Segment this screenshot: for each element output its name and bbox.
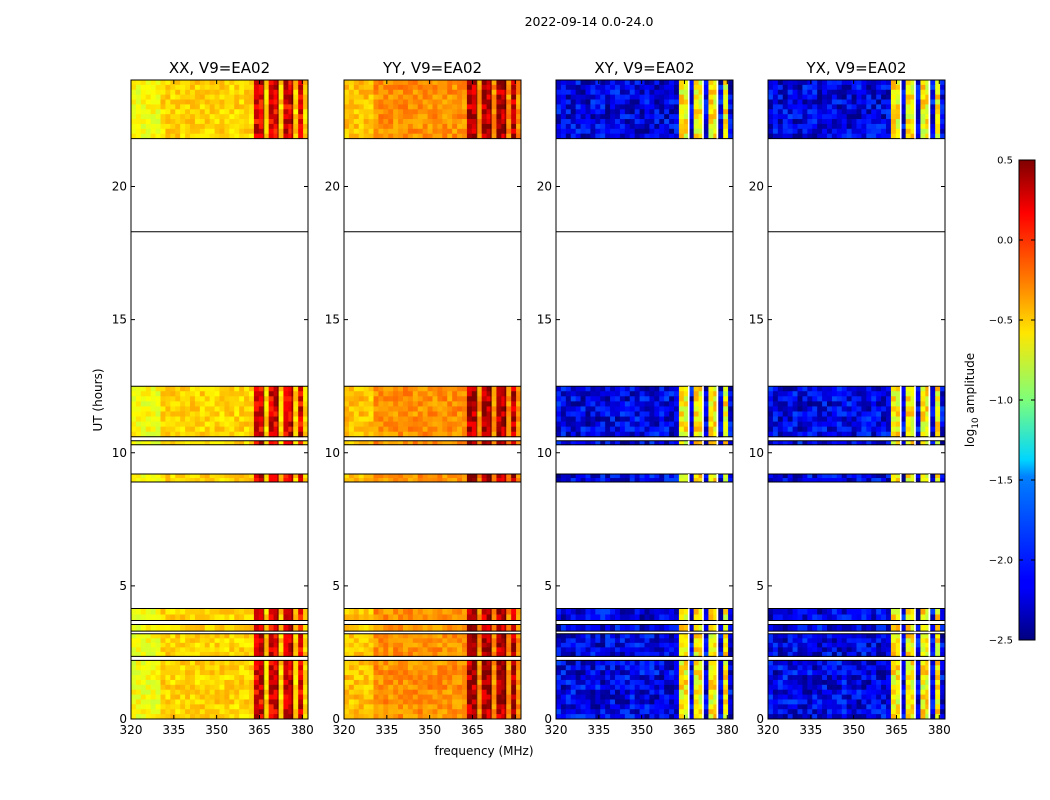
- colorbar-tick-label: 0.0: [997, 236, 1013, 247]
- x-tick-label: 320: [120, 723, 143, 737]
- x-tick-label: 335: [587, 723, 610, 737]
- heatmap-image: [344, 80, 521, 719]
- x-tick-label: 350: [205, 723, 228, 737]
- x-tick-label: 320: [333, 723, 356, 737]
- colorbar-tick-label: −1.0: [989, 396, 1013, 407]
- x-tick-label: 320: [545, 723, 568, 737]
- panel-title: YY, V9=EA02: [382, 59, 482, 77]
- y-tick-label: 0: [119, 712, 127, 726]
- x-tick-label: 365: [248, 723, 271, 737]
- axes-frame: [130, 79, 309, 720]
- y-tick-label: 10: [112, 446, 127, 460]
- panel-title: XY, V9=EA02: [594, 59, 694, 77]
- colorbar-tick-label: −2.0: [989, 556, 1013, 567]
- y-tick-label: 0: [332, 712, 340, 726]
- axes-frame: [555, 79, 734, 720]
- y-tick-label: 20: [112, 180, 127, 194]
- x-tick-label: 380: [716, 723, 739, 737]
- panel-xy: 320 335 350 365 380 0 5 10 15 20 XY, V9=EA02: [537, 59, 739, 737]
- y-tick-label: 5: [756, 579, 764, 593]
- x-tick-label: 365: [461, 723, 484, 737]
- x-tick-label: 335: [162, 723, 185, 737]
- y-tick-label: 20: [749, 180, 764, 194]
- colorbar-label: log10 amplitude: [963, 353, 981, 447]
- x-tick-label: 365: [885, 723, 908, 737]
- y-tick-label: 20: [325, 180, 340, 194]
- axes-frame: [343, 79, 522, 720]
- x-tick-label: 335: [799, 723, 822, 737]
- y-tick-label: 5: [544, 579, 552, 593]
- x-tick-label: 380: [291, 723, 314, 737]
- panel-title: YX, V9=EA02: [805, 59, 906, 77]
- colorbar-tick-label: 0.5: [997, 156, 1013, 167]
- x-tick-label: 350: [842, 723, 865, 737]
- y-tick-label: 5: [119, 579, 127, 593]
- figure-suptitle: 2022-09-14 0.0-24.0: [525, 14, 654, 29]
- x-tick-label: 350: [630, 723, 653, 737]
- y-tick-label: 0: [544, 712, 552, 726]
- y-tick-label: 10: [325, 446, 340, 460]
- x-tick-label: 380: [928, 723, 951, 737]
- y-tick-label: 20: [537, 180, 552, 194]
- panel-yy: 320 335 350 365 380 0 5 10 15 20 YY, V9=EA02: [325, 59, 527, 737]
- heatmap-image: [768, 80, 945, 719]
- panels: 320 335 350 365 380 0 5 10 15 20 XX, V9=EA02 320 335…: [112, 59, 951, 737]
- colorbar-tick-label: −2.5: [989, 636, 1013, 647]
- colorbar-tick-label: −1.5: [989, 476, 1013, 487]
- y-tick-label: 15: [112, 313, 127, 327]
- x-tick-label: 320: [757, 723, 780, 737]
- colorbar: 0.5 0.0 −0.5 −1.0 −1.5 −2.0 −2.5 log10 amplitud…: [963, 156, 1036, 647]
- x-tick-label: 365: [673, 723, 696, 737]
- y-axis-label: UT (hours): [91, 368, 105, 431]
- panel-yx: 320 335 350 365 380 0 5 10 15 20 YX, V9=EA02: [749, 59, 951, 737]
- y-tick-label: 15: [749, 313, 764, 327]
- heatmap-image: [556, 80, 733, 719]
- y-tick-label: 10: [749, 446, 764, 460]
- axes-frame: [767, 79, 946, 720]
- x-tick-label: 335: [375, 723, 398, 737]
- heatmap-image: [131, 80, 308, 719]
- y-tick-label: 0: [756, 712, 764, 726]
- x-tick-label: 350: [418, 723, 441, 737]
- y-tick-label: 15: [325, 313, 340, 327]
- y-tick-label: 5: [332, 579, 340, 593]
- y-tick-label: 10: [537, 446, 552, 460]
- x-tick-label: 380: [504, 723, 527, 737]
- y-tick-label: 15: [537, 313, 552, 327]
- panel-xx: 320 335 350 365 380 0 5 10 15 20 XX, V9=EA02: [112, 59, 314, 737]
- colorbar-tick-label: −0.5: [989, 316, 1013, 327]
- x-axis-label: frequency (MHz): [434, 744, 533, 758]
- panel-title: XX, V9=EA02: [169, 59, 270, 77]
